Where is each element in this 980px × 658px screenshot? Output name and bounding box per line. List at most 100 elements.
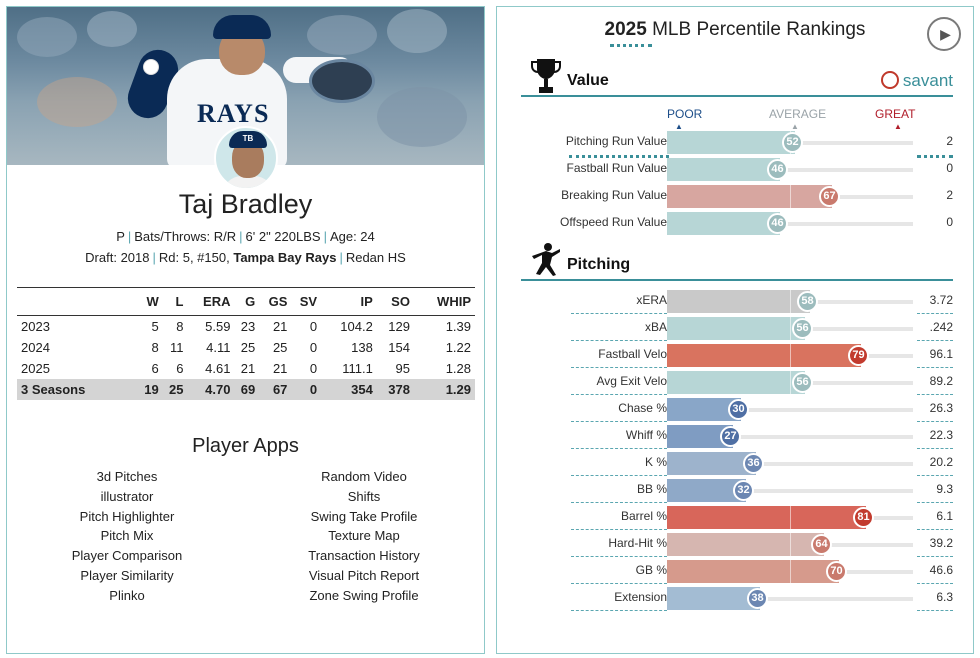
metric-label: Offspeed Run Value xyxy=(560,215,667,229)
row-divider xyxy=(917,610,953,611)
stats-cell: 8 xyxy=(176,319,184,334)
metric-row[interactable]: Offspeed Run Value 46 0 xyxy=(497,211,973,235)
height-weight: 6' 2" 220LBS xyxy=(245,229,321,244)
stats-cell: 104.2 xyxy=(340,319,373,334)
percentile-rankings-card: 2025 MLB Percentile Rankings ▶ Value sav… xyxy=(496,6,974,654)
value-section-label: Value xyxy=(567,72,609,89)
metric-row[interactable]: Barrel % 81 6.1 xyxy=(497,505,973,530)
stats-total-cell: 354 xyxy=(317,379,373,400)
metric-label: Breaking Run Value xyxy=(561,188,667,202)
metric-row[interactable]: Breaking Run Value 67 2 xyxy=(497,184,973,208)
stats-cell: 129 xyxy=(388,319,410,334)
triangle-up-icon: ▲ xyxy=(675,122,683,131)
stats-total-cell: 25 xyxy=(158,379,184,400)
stats-cell: 1.39 xyxy=(445,319,471,334)
percentile-bubble: 38 xyxy=(747,588,768,609)
app-link[interactable]: 3d Pitches xyxy=(96,469,158,484)
player-card: RAYS TB Taj Bradley P | Bats/Throws: R/R | 6… xyxy=(6,6,485,654)
row-divider xyxy=(571,448,667,449)
metric-value: 22.3 xyxy=(929,428,953,442)
app-link[interactable]: Texture Map xyxy=(328,528,400,544)
play-button[interactable]: ▶ xyxy=(927,17,961,51)
metric-row[interactable]: Fastball Velo 79 96.1 xyxy=(497,343,973,368)
percentile-bubble: 56 xyxy=(792,318,813,339)
apps-list-left: 3d Pitches illustrator Pitch Highlighter Pi… xyxy=(7,467,247,606)
app-link[interactable]: Swing Take Profile xyxy=(310,508,418,524)
value-section-header: Value savant xyxy=(521,59,953,97)
stats-cell: 25 xyxy=(272,340,288,355)
percentile-bar xyxy=(667,290,810,313)
metric-row[interactable]: Extension 38 6.3 xyxy=(497,586,973,611)
metric-row[interactable]: Chase % 30 26.3 xyxy=(497,397,973,422)
stats-cell: 25 xyxy=(240,340,256,355)
row-divider xyxy=(571,313,667,314)
metric-row[interactable]: Whiff % 27 22.3 xyxy=(497,424,973,449)
metric-row[interactable]: Avg Exit Velo 56 89.2 xyxy=(497,370,973,395)
percentile-bubble: 32 xyxy=(733,480,754,501)
cap-logo: TB xyxy=(229,131,267,148)
percentile-bar xyxy=(667,533,824,556)
metric-row[interactable]: BB % 32 9.3 xyxy=(497,478,973,503)
row-divider xyxy=(917,340,953,341)
percentile-bubble: 36 xyxy=(743,453,764,474)
app-link[interactable]: illustrator xyxy=(100,488,154,504)
scale-poor-label: POOR xyxy=(667,107,703,121)
stats-total-cell: 0 xyxy=(287,379,318,400)
app-link[interactable]: Visual Pitch Report xyxy=(308,567,420,583)
metric-row[interactable]: xBA 56 .242 xyxy=(497,316,973,341)
percentile-bar xyxy=(667,425,733,448)
metric-label: Barrel % xyxy=(620,509,667,523)
row-divider xyxy=(571,475,667,476)
metric-value: 2 xyxy=(946,134,953,148)
app-link[interactable]: Shifts xyxy=(347,488,381,504)
team-link[interactable]: Tampa Bay Rays xyxy=(233,250,337,265)
bats-throws: Bats/Throws: R/R xyxy=(134,229,237,244)
app-link[interactable]: Player Comparison xyxy=(71,548,183,564)
app-link[interactable]: Random Video xyxy=(321,469,407,484)
metric-value: 6.1 xyxy=(936,509,953,523)
metric-row[interactable]: GB % 70 46.6 xyxy=(497,559,973,584)
pitcher-icon xyxy=(532,243,560,276)
metric-label: Whiff % xyxy=(625,428,667,442)
stats-cell: 11 xyxy=(170,340,184,355)
draft-year: Draft: 2018 xyxy=(85,250,150,265)
player-bio-line: P | Bats/Throws: R/R | 6' 2" 220LBS | Age: 24 xyxy=(116,229,375,244)
metric-label: Avg Exit Velo xyxy=(596,374,668,388)
triangle-up-icon: ▲ xyxy=(791,122,799,131)
metric-value: .242 xyxy=(929,320,953,334)
stats-cell: 4.61 xyxy=(205,361,231,376)
app-link[interactable]: Zone Swing Profile xyxy=(309,587,419,603)
stats-header-cell: W xyxy=(133,287,159,316)
percentile-track xyxy=(667,168,913,172)
stats-total-cell: 19 xyxy=(133,379,159,400)
rankings-year[interactable]: 2025 xyxy=(604,19,647,40)
percentile-bar xyxy=(667,317,805,340)
percentile-bar xyxy=(667,587,760,610)
metric-label: K % xyxy=(644,455,667,469)
app-link[interactable]: Player Similarity xyxy=(80,567,174,583)
app-link[interactable]: Transaction History xyxy=(308,548,420,564)
percentile-track xyxy=(667,462,913,466)
metric-row[interactable]: Fastball Run Value 46 0 xyxy=(497,157,973,181)
avatar: TB xyxy=(214,126,278,190)
metric-label: Chase % xyxy=(618,401,667,415)
metric-row[interactable]: Pitching Run Value 52 2 xyxy=(497,130,973,154)
percentile-bar xyxy=(667,131,795,154)
metric-value: 20.2 xyxy=(929,455,953,469)
baseball-icon xyxy=(880,71,899,89)
metric-row[interactable]: xERA 58 3.72 xyxy=(497,289,973,314)
metric-label: Fastball Run Value xyxy=(566,161,668,175)
stats-cell: 138 xyxy=(351,340,373,355)
stats-cell: 6 xyxy=(151,361,159,376)
metric-row[interactable]: K % 36 20.2 xyxy=(497,451,973,476)
app-link[interactable]: Pitch Mix xyxy=(100,528,154,544)
app-link[interactable]: Plinko xyxy=(109,587,145,603)
savant-logo[interactable]: savant xyxy=(880,71,953,91)
stats-header-cell: SO xyxy=(372,287,410,316)
app-link[interactable]: Pitch Highlighter xyxy=(79,508,175,524)
percentile-bar xyxy=(667,479,746,502)
percentile-bubble: 56 xyxy=(792,372,813,393)
stats-cell: 0 xyxy=(309,361,318,376)
stats-header-cell: IP xyxy=(317,287,373,316)
metric-row[interactable]: Hard-Hit % 64 39.2 xyxy=(497,532,973,557)
